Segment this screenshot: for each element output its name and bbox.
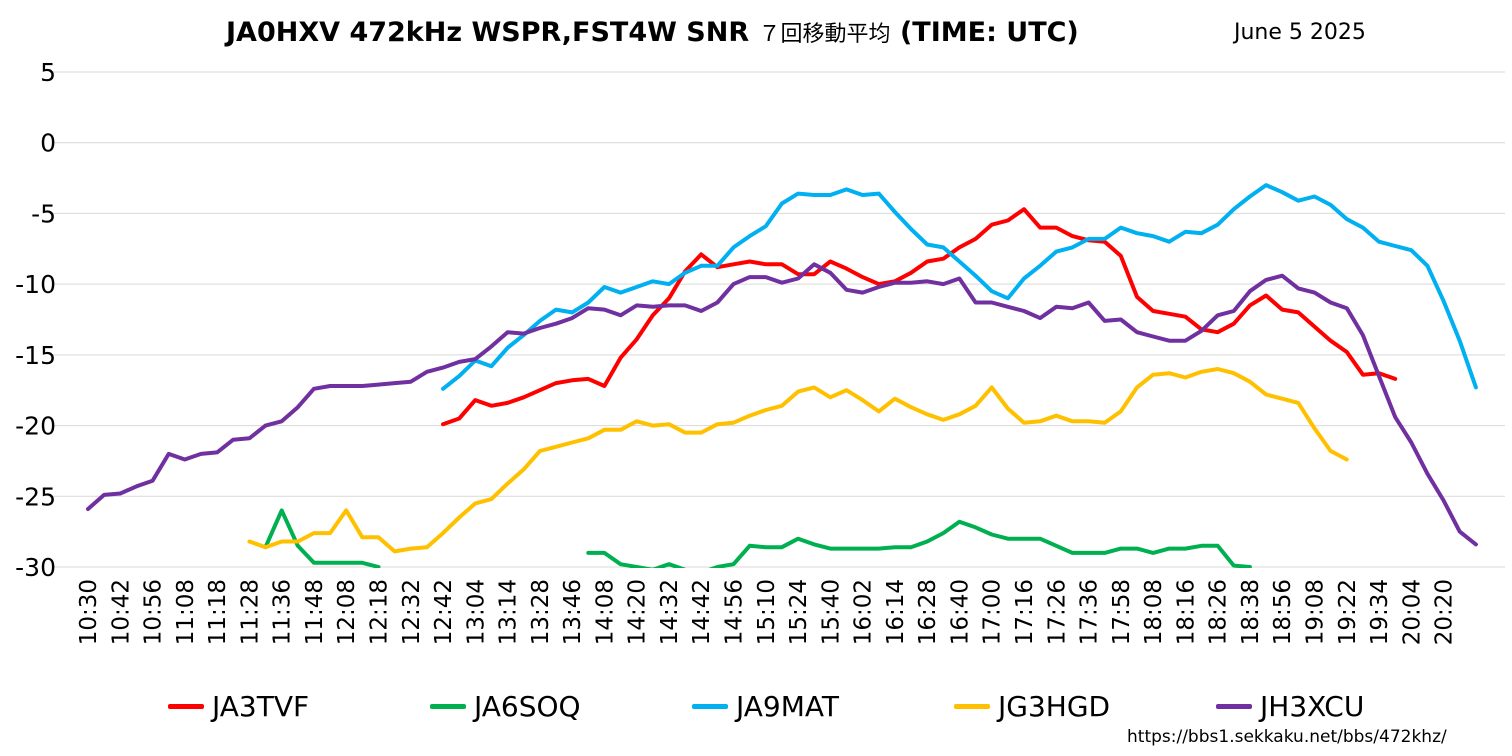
y-tick-label: -10 — [15, 270, 56, 299]
legend-label: JG3HGD — [998, 690, 1111, 723]
y-tick-label: 0 — [40, 129, 56, 158]
series-line-ja9mat — [441, 183, 1478, 391]
x-tick-label: 11:36 — [270, 579, 296, 645]
y-axis: 5 0 -5 -10 -15 -20 -25 -30 — [15, 58, 56, 582]
series-line-ja6soq — [263, 508, 381, 568]
x-tick-label: 15:10 — [754, 579, 780, 645]
x-tick-label: 16:14 — [883, 579, 909, 645]
y-tick-label: -20 — [15, 412, 56, 441]
y-tick-label: -25 — [15, 482, 56, 511]
title-main: JA0HXV 472kHz WSPR,FST4W SNR — [226, 17, 759, 48]
title-average-label: ７回移動平均 — [758, 22, 891, 47]
legend: JA3TVF JA6SOQ JA9MAT JG3HGD JH3XCU — [168, 690, 1478, 723]
x-tick-label: 16:40 — [947, 579, 973, 645]
x-tick-label: 11:08 — [173, 579, 199, 645]
series-line-jh3xcu — [86, 262, 1478, 547]
x-tick-label: 12:08 — [334, 579, 360, 645]
x-tick-label: 10:42 — [108, 579, 134, 645]
x-tick-label: 11:28 — [237, 579, 263, 645]
series-line-ja3tvf — [441, 207, 1398, 427]
chart-title: JA0HXV 472kHz WSPR,FST4W SNR ７回移動平均 (TIM… — [226, 16, 1079, 48]
title-time-note: (TIME: UTC) — [890, 17, 1079, 48]
gridlines — [52, 71, 1505, 568]
legend-item-jh3xcu: JH3XCU — [1216, 690, 1478, 723]
x-tick-label: 16:02 — [851, 579, 877, 645]
x-tick-label: 18:56 — [1270, 579, 1296, 645]
legend-item-jg3hgd: JG3HGD — [954, 690, 1216, 723]
x-tick-label: 10:56 — [141, 579, 167, 645]
series-lines — [86, 183, 1478, 568]
legend-swatch — [954, 704, 990, 709]
x-tick-label: 14:42 — [689, 579, 715, 645]
x-tick-label: 17:36 — [1077, 579, 1103, 645]
y-tick-label: -5 — [31, 199, 56, 228]
x-tick-label: 19:34 — [1367, 579, 1393, 645]
legend-label: JA9MAT — [736, 690, 839, 723]
x-tick-label: 12:42 — [431, 579, 457, 645]
x-tick-label: 18:08 — [1141, 579, 1167, 645]
legend-swatch — [430, 704, 466, 709]
x-tick-label: 20:04 — [1399, 579, 1425, 645]
legend-swatch — [168, 704, 204, 709]
series-line-jg3hgd — [247, 367, 1349, 554]
x-tick-label: 13:04 — [463, 579, 489, 645]
x-tick-label: 13:46 — [560, 579, 586, 645]
x-tick-label: 11:48 — [302, 579, 328, 645]
x-tick-label: 10:30 — [76, 579, 102, 645]
x-tick-label: 14:08 — [592, 579, 618, 645]
x-tick-label: 14:56 — [722, 579, 748, 645]
legend-item-ja9mat: JA9MAT — [692, 690, 954, 723]
series-line-ja6soq — [586, 519, 1252, 568]
x-tick-label: 12:18 — [366, 579, 392, 645]
x-tick-label: 19:08 — [1302, 579, 1328, 645]
x-tick-label: 17:26 — [1044, 579, 1070, 645]
x-tick-label: 17:00 — [980, 579, 1006, 645]
x-tick-label: 18:16 — [1173, 579, 1199, 645]
x-tick-label: 17:58 — [1109, 579, 1135, 645]
x-tick-label: 12:32 — [399, 579, 425, 645]
x-tick-label: 13:14 — [496, 579, 522, 645]
x-tick-label: 11:18 — [205, 579, 231, 645]
x-tick-label: 14:20 — [625, 579, 651, 645]
date-label: June 5 2025 — [1234, 20, 1366, 45]
legend-swatch — [692, 704, 728, 709]
x-tick-label: 17:16 — [1012, 579, 1038, 645]
x-tick-label: 18:38 — [1238, 579, 1264, 645]
legend-label: JH3XCU — [1260, 690, 1365, 723]
y-tick-label: -30 — [15, 553, 56, 582]
source-url: https://bbs1.sekkaku.net/bbs/472khz/ — [1127, 727, 1447, 747]
x-tick-label: 19:22 — [1335, 579, 1361, 645]
x-tick-label: 18:26 — [1206, 579, 1232, 645]
x-axis: 10:30 10:42 10:56 11:08 11:18 11:28 11:36 11:48… — [76, 579, 1458, 645]
legend-label: JA3TVF — [212, 690, 310, 723]
x-tick-label: 16:28 — [915, 579, 941, 645]
x-tick-label: 13:28 — [528, 579, 554, 645]
legend-label: JA6SOQ — [474, 690, 581, 723]
legend-item-ja6soq: JA6SOQ — [430, 690, 692, 723]
y-tick-label: -15 — [15, 341, 56, 370]
legend-swatch — [1216, 704, 1252, 709]
x-tick-label: 15:24 — [786, 579, 812, 645]
x-tick-label: 20:20 — [1432, 579, 1458, 645]
x-tick-label: 15:40 — [818, 579, 844, 645]
x-tick-label: 14:32 — [657, 579, 683, 645]
y-tick-label: 5 — [40, 58, 56, 87]
legend-item-ja3tvf: JA3TVF — [168, 690, 430, 723]
